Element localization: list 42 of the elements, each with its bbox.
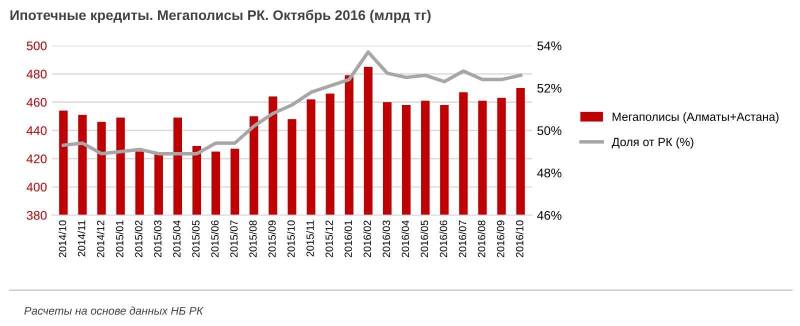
y-tick-label: 400 [26,182,47,192]
x-tick-label: 2015/10 [287,220,295,258]
x-tick-label: 2015/12 [325,220,333,258]
y-tick-label: 420 [26,154,47,164]
x-tick-label: 2014/12 [96,220,104,258]
x-tick-label: 2016/05 [420,220,428,258]
y2-tick-label: 48% [537,168,562,178]
y-tick-label: 440 [26,126,47,136]
x-tick-label: 2015/06 [210,220,219,258]
y2-tick-label: 54% [537,41,562,50]
y-tick-label: 500 [26,41,47,50]
x-tick-label: 2016/08 [478,220,486,258]
y2-tick-label: 50% [537,126,562,136]
x-tick-label: 2016/07 [458,220,466,258]
x-tick-label: 2016/06 [440,220,448,258]
x-tick-label: 2014/11 [78,220,86,256]
y-tick-label: 460 [26,98,47,107]
x-tick-label: 2016/01 [344,220,352,258]
y2-tick-label: 46% [537,210,562,220]
line-series [62,50,522,156]
legend-label: Мегаполисы (Алматы+Астана) [612,112,778,124]
x-tick-label: 2016/10 [516,220,524,258]
chart-title: Ипотечные кредиты. Мегаполисы РК. Октябрь 2016 (млрд тг) [10,10,431,23]
x-tick-label: 2015/09 [268,220,276,258]
y2-tick-label: 52% [537,84,562,93]
x-tick-label: 2014/10 [58,220,66,258]
x-tick-label: 2015/02 [134,220,142,258]
x-tick-label: 2015/08 [249,220,257,258]
x-tick-label: 2015/07 [230,220,238,258]
y-tick-label: 380 [26,210,47,220]
x-tick-label: 2015/05 [192,220,200,258]
x-tick-label: 2015/04 [172,220,181,258]
x-tick-label: 2015/01 [116,220,124,258]
x-tick-label: 2016/04 [401,220,410,258]
legend-label: Доля от РК (%) [612,137,694,148]
x-tick-label: 2016/03 [382,220,390,258]
x-tick-label: 2016/02 [363,220,371,258]
x-tick-label: 2015/03 [154,220,162,258]
y-tick-label: 480 [26,70,47,79]
x-tick-label: 2015/11 [306,220,314,256]
x-tick-label: 2016/09 [496,220,504,258]
text: Расчеты на основе данных НБ РК [24,306,204,315]
